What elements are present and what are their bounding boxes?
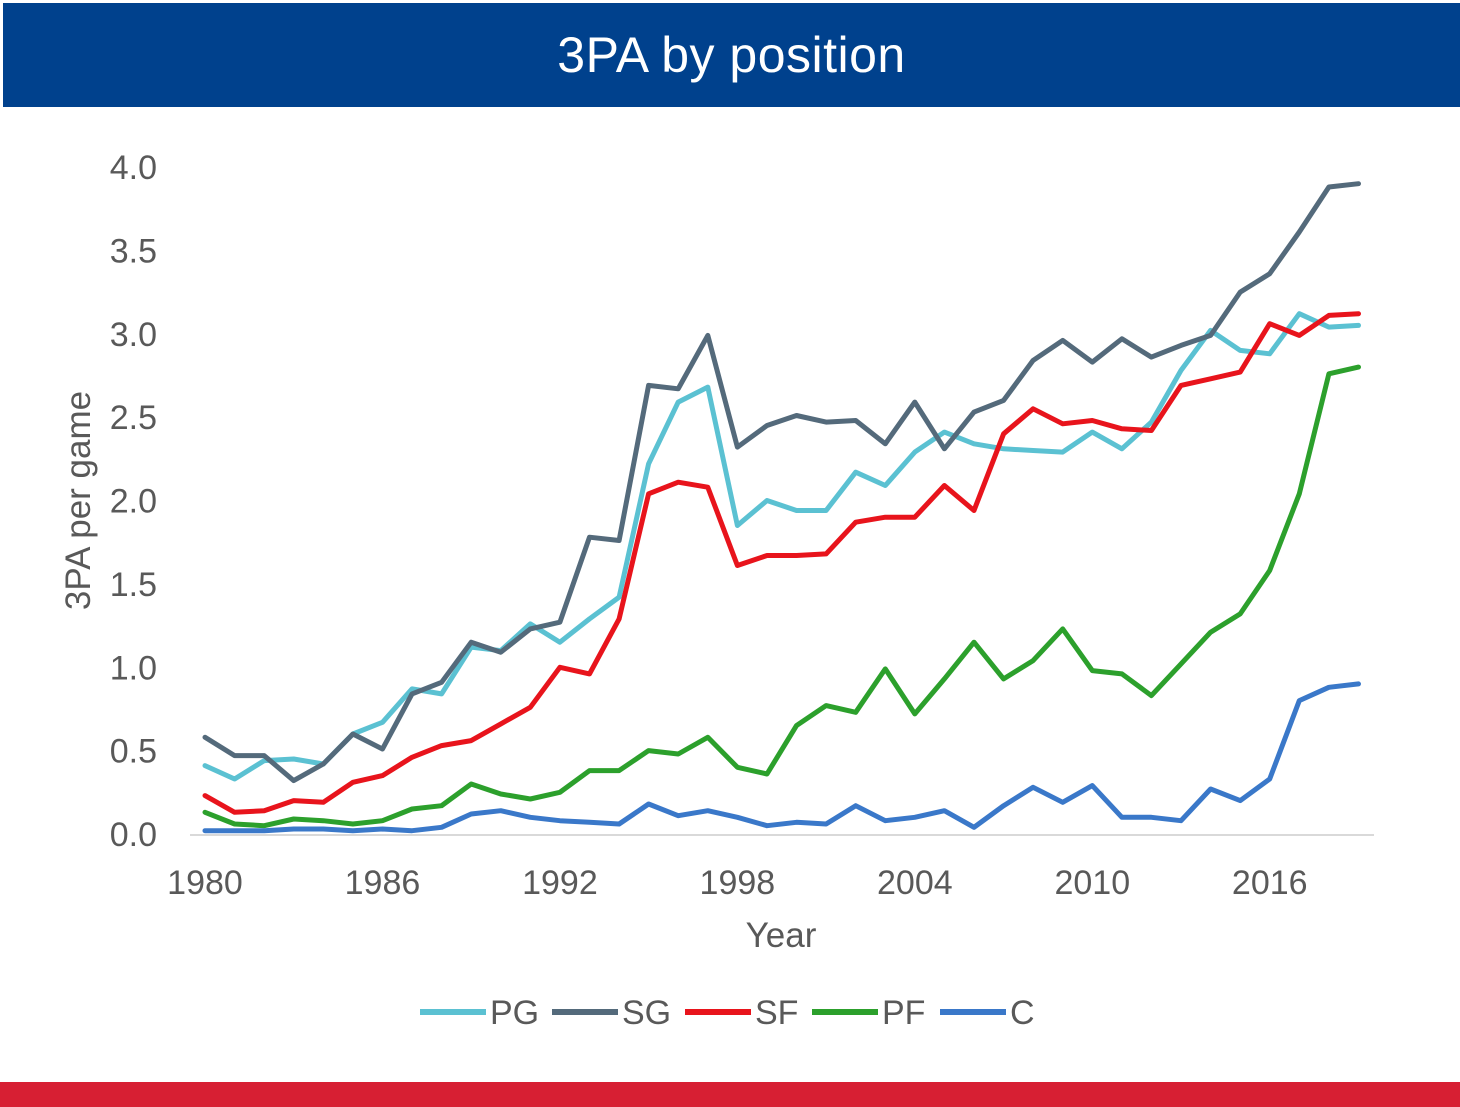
series-line-c [202, 681, 1361, 834]
series-line-sg [202, 181, 1361, 784]
series-line-pf [202, 364, 1361, 829]
x-tick-label: 1992 [522, 864, 598, 902]
x-tick-label: 1986 [345, 864, 421, 902]
legend-label: PF [882, 994, 925, 1032]
legend-item-sf: SF [685, 994, 798, 1032]
line-chart: 0.0 0.5 1.0 1.5 2.0 2.5 3.0 3.5 4.0 1980 1986 1992… [59, 149, 1374, 1032]
legend-label: SG [622, 994, 671, 1032]
y-tick-label: 3.5 [110, 232, 157, 270]
x-axis-tick-labels: 1980 1986 1992 1998 2004 2010 2016 [167, 864, 1307, 902]
legend-label: SF [755, 994, 798, 1032]
chart-title: 3PA by position [557, 27, 906, 83]
y-axis-tick-labels: 0.0 0.5 1.0 1.5 2.0 2.5 3.0 3.5 4.0 [110, 149, 157, 854]
y-tick-label: 1.0 [110, 649, 157, 687]
x-tick-label: 2016 [1232, 864, 1308, 902]
legend-item-c: C [940, 994, 1035, 1032]
series-line-pg [202, 311, 1361, 782]
legend-item-pg: PG [420, 994, 539, 1032]
legend-label: PG [490, 994, 539, 1032]
legend-item-sg: SG [552, 994, 671, 1032]
y-tick-label: 3.0 [110, 316, 157, 354]
x-tick-label: 1980 [167, 864, 243, 902]
legend-label: C [1010, 994, 1035, 1032]
x-axis-title: Year [746, 916, 817, 955]
x-tick-label: 2010 [1054, 864, 1130, 902]
legend-item-pf: PF [812, 994, 925, 1032]
y-tick-label: 4.0 [110, 149, 157, 187]
y-tick-label: 0.5 [110, 733, 157, 771]
y-tick-label: 2.0 [110, 483, 157, 521]
y-tick-label: 2.5 [110, 399, 157, 437]
series-line-sf [202, 311, 1361, 815]
series-lines [202, 181, 1361, 834]
legend: PG SG SF PF C [420, 994, 1035, 1032]
y-tick-label: 0.0 [110, 816, 157, 854]
title-bar: 3PA by position [3, 3, 1460, 107]
x-tick-label: 2004 [877, 864, 953, 902]
y-tick-label: 1.5 [110, 566, 157, 604]
bottom-accent-bar [0, 1082, 1460, 1107]
x-tick-label: 1998 [700, 864, 776, 902]
y-axis-title: 3PA per game [59, 391, 98, 610]
